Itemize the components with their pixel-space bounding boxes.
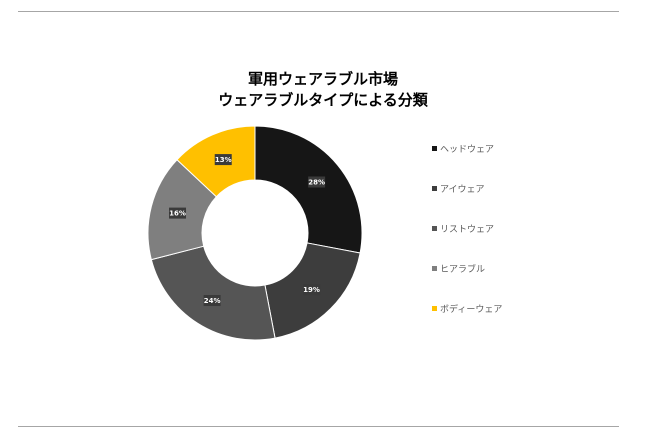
legend-swatch-3 <box>432 226 437 231</box>
donut-slice-1 <box>254 125 363 254</box>
slice-data-label-3: 24% <box>203 295 221 307</box>
svg-text:16%: 16% <box>169 210 186 218</box>
legend-item-5: ボディーウェア <box>432 304 502 316</box>
svg-text:13%: 13% <box>215 156 232 164</box>
svg-text:28%: 28% <box>308 179 325 187</box>
legend-label-1: ヘッドウェア <box>440 145 495 155</box>
slice-data-label-1: 28% <box>308 176 326 188</box>
legend-label-2: アイウェア <box>440 185 485 195</box>
chart-title-line-1: 軍用ウェアラブル市場 <box>247 70 398 88</box>
legend-label-3: リストウェア <box>440 225 495 235</box>
svg-text:19%: 19% <box>303 286 320 294</box>
slice-data-label-2: 19% <box>303 284 321 296</box>
legend-swatch-4 <box>432 266 437 271</box>
legend-swatch-5 <box>432 306 437 311</box>
legend-item-4: ヒアラブル <box>432 264 485 276</box>
slice-data-label-5: 13% <box>214 154 232 166</box>
bottom-divider <box>18 426 619 427</box>
top-divider <box>18 11 619 12</box>
chart-title-line-2: ウェアラブルタイプによる分類 <box>218 91 428 109</box>
legend-swatch-2 <box>432 186 437 191</box>
svg-text:24%: 24% <box>204 297 221 305</box>
legend-item-3: リストウェア <box>432 224 494 236</box>
legend-label-4: ヒアラブル <box>440 265 486 275</box>
legend-item-1: ヘッドウェア <box>432 144 494 156</box>
legend-item-2: アイウェア <box>432 184 485 196</box>
slice-data-label-4: 16% <box>169 207 187 219</box>
legend-swatch-1 <box>432 146 437 151</box>
legend-label-5: ボディーウェア <box>440 305 503 315</box>
donut-slice-3 <box>150 245 276 341</box>
